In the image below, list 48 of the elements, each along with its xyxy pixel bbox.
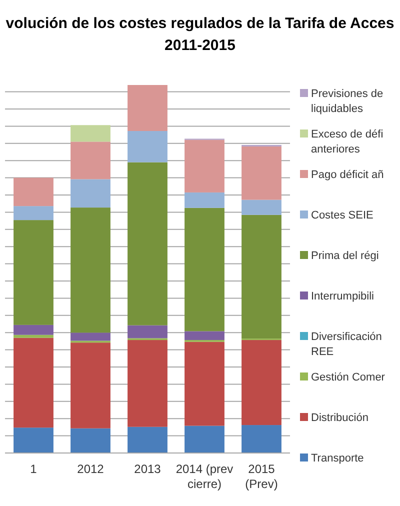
x-tick-label: 2013 — [134, 462, 162, 476]
x-tick-label: 1 — [30, 462, 38, 476]
chart-title: volución de los costes regulados de la Tarifa de Acces — [6, 15, 394, 32]
bar — [184, 426, 224, 453]
bar — [70, 142, 110, 180]
bar — [184, 208, 224, 332]
bar — [128, 131, 168, 162]
bar — [242, 425, 282, 453]
bar — [14, 338, 54, 428]
bar — [14, 206, 54, 220]
legend-label: Distribución — [311, 412, 368, 424]
bar — [242, 214, 282, 339]
bar — [14, 428, 54, 453]
bar — [70, 428, 110, 453]
legend-label: Diversificación REE — [311, 331, 382, 358]
bar — [242, 200, 282, 215]
bar — [14, 220, 54, 325]
bar — [14, 324, 54, 335]
x-tick-label: 2014 (prev cierre) — [176, 462, 234, 491]
legend-label: Gestión Comer — [311, 372, 386, 384]
legend-label: Transporte — [311, 452, 364, 464]
legend-label: Pago déficit añ — [311, 169, 384, 181]
bar — [70, 332, 110, 341]
x-tick-label: 2015 (Prev) — [245, 462, 278, 491]
bar — [128, 426, 168, 453]
bar — [128, 85, 168, 131]
bar — [128, 162, 168, 326]
legend-label: Exceso de défi anteriores — [311, 128, 384, 156]
bar — [70, 342, 110, 428]
bar — [128, 325, 168, 338]
bar — [184, 140, 224, 192]
bar — [14, 334, 54, 338]
bar — [242, 340, 282, 426]
bar — [184, 331, 224, 340]
bar — [70, 125, 110, 142]
chart-subtitle: 2011-2015 — [164, 37, 236, 54]
legend-label: Previsiones de liquidables — [311, 88, 384, 115]
bar — [70, 208, 110, 333]
bar — [128, 340, 168, 427]
bar — [184, 342, 224, 426]
legend-label: Interrumpibili — [311, 290, 374, 302]
bar — [184, 192, 224, 208]
bar — [14, 178, 54, 206]
bar — [242, 146, 282, 200]
legend-label: Costes SEIE — [311, 210, 374, 222]
x-tick-label: 2012 — [77, 462, 104, 476]
bar — [70, 179, 110, 208]
legend-label: Prima del régi — [311, 250, 379, 262]
